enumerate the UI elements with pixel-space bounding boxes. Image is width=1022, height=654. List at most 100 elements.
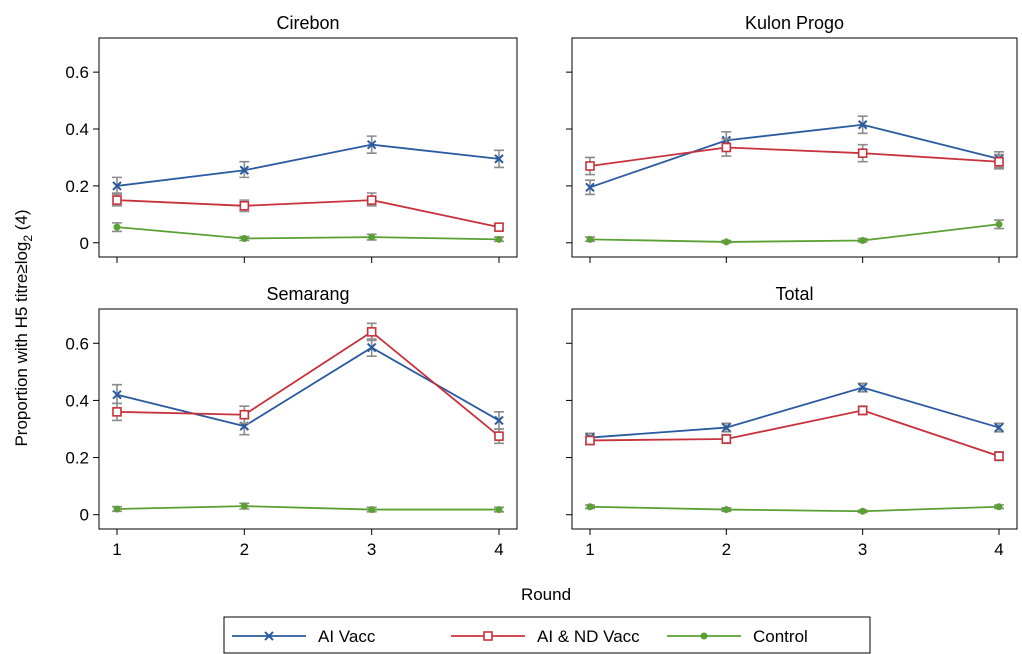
data-point (585, 182, 595, 193)
data-point (112, 407, 122, 417)
panel-total: Total 1 2 3 4 (566, 284, 1018, 559)
x-tick-label: 1 (585, 540, 594, 559)
data-point (495, 506, 503, 514)
series-line (589, 386, 1000, 439)
data-point (722, 506, 730, 514)
data-point (240, 502, 248, 510)
y-tick-label: 0.4 (65, 391, 89, 410)
data-point (495, 235, 503, 243)
series-line (116, 143, 500, 187)
data-point (112, 195, 122, 205)
data-point (368, 233, 376, 241)
series-ai-nd-vacc (585, 138, 1004, 176)
legend-swatch-marker (483, 631, 493, 641)
panel-title: Cirebon (276, 13, 339, 33)
data-point (112, 181, 122, 191)
panel-title: Semarang (266, 284, 349, 304)
legend-label: Control (753, 627, 808, 646)
data-point (994, 451, 1004, 461)
data-point (722, 238, 730, 246)
x-tick-label: 3 (367, 540, 376, 559)
panel-frame (571, 308, 1018, 530)
data-point (857, 148, 868, 158)
panel-frame (98, 37, 518, 258)
panel-kulon-progo: Kulon Progo (566, 13, 1018, 263)
legend-swatch-marker (700, 632, 708, 640)
x-tick-label: 2 (240, 540, 249, 559)
y-axis-label-subscript: 2 (21, 235, 35, 242)
series-control (112, 222, 504, 243)
series-ai-vacc (112, 135, 504, 194)
data-point (994, 156, 1004, 167)
data-point (366, 342, 377, 353)
x-tick-label: 4 (994, 540, 1003, 559)
series-line (589, 146, 1000, 167)
panel-title: Total (775, 284, 813, 304)
data-point (859, 237, 867, 245)
series-control (585, 219, 1004, 246)
series-line (589, 505, 1000, 513)
data-point (366, 139, 377, 150)
legend-item-ai-vacc: AI Vacc (232, 627, 376, 646)
data-point (366, 195, 377, 205)
series-control (112, 502, 504, 514)
series-ai-nd-vacc (112, 192, 504, 232)
panel-frame (98, 308, 518, 530)
series-line (589, 409, 1000, 457)
series-ai-vacc (585, 115, 1004, 196)
y-tick-label: 0 (80, 234, 89, 253)
y-tick-label: 0.2 (65, 449, 89, 468)
data-point (586, 503, 594, 511)
series-line (116, 226, 500, 241)
data-point (721, 434, 732, 444)
data-point (494, 415, 504, 426)
legend-box (223, 616, 871, 654)
y-tick-label: 0.4 (65, 120, 89, 139)
y-tick-label: 0.6 (65, 63, 89, 82)
data-point (113, 505, 121, 513)
data-point (112, 390, 122, 400)
data-point (585, 435, 595, 446)
series-line (589, 123, 1000, 189)
data-point (585, 161, 595, 171)
series-control (585, 503, 1004, 515)
y-axis-label-main: Proportion with H5 titre≥log (12, 242, 31, 447)
legend-item-control: Control (667, 627, 808, 646)
data-point (366, 327, 377, 337)
legend-label: AI Vacc (318, 627, 376, 646)
data-point (240, 235, 248, 243)
legend-items: AI Vacc AI & ND Vacc Control (232, 627, 808, 646)
panel-semarang: Semarang 0 0.2 0.4 0.6 1 2 3 4 (65, 284, 518, 559)
data-point (113, 223, 121, 231)
data-point (494, 154, 504, 164)
y-tick-label: 0.6 (65, 334, 89, 353)
y-axis-label: Proportion with H5 titre≥log2 (4) (12, 209, 35, 446)
data-point (368, 506, 376, 514)
panels-group: Cirebon 0 0.2 0.4 0.6 Kulon Progo Semarang 0 0.2… (65, 13, 1018, 559)
x-tick-label: 3 (858, 540, 867, 559)
data-point (857, 120, 868, 130)
data-point (995, 220, 1003, 228)
data-point (859, 507, 867, 515)
legend-swatch-marker (264, 631, 274, 641)
y-tick-label: 0 (80, 506, 89, 525)
series-line (116, 199, 500, 229)
legend: AI Vacc AI & ND Vacc Control (223, 616, 871, 654)
x-axis-label: Round (521, 585, 571, 604)
data-point (857, 382, 868, 393)
x-tick-label: 1 (112, 540, 121, 559)
panel-frame (571, 37, 1018, 258)
data-point (857, 405, 868, 416)
legend-item-ai-nd-vacc: AI & ND Vacc (451, 627, 640, 646)
series-ai-nd-vacc (585, 405, 1004, 462)
data-point (994, 422, 1004, 433)
data-point (494, 431, 504, 441)
y-tick-label: 0.2 (65, 177, 89, 196)
data-point (995, 503, 1003, 511)
data-point (239, 201, 250, 211)
data-point (239, 165, 250, 175)
x-tick-label: 4 (494, 540, 503, 559)
legend-label: AI & ND Vacc (537, 627, 640, 646)
series-line (116, 505, 499, 511)
